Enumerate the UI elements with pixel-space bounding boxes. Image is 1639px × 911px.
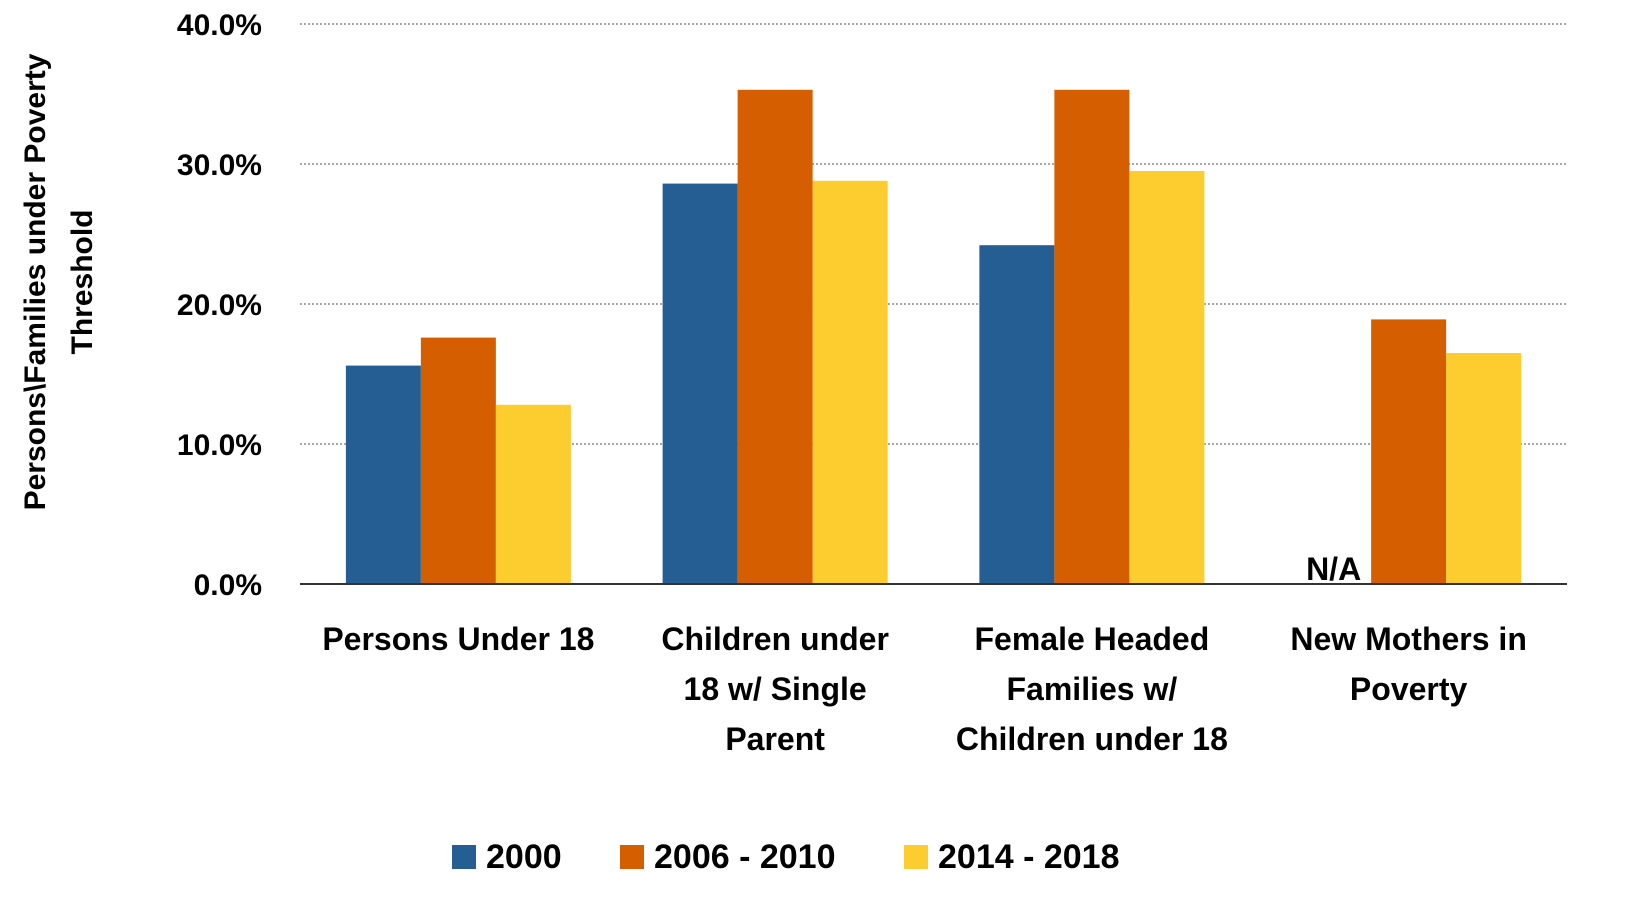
y-tick-label: 10.0% [177, 429, 262, 462]
bar-2014-2018-1 [812, 180, 888, 585]
bar-2006-2010-2 [1054, 89, 1130, 585]
y-tick-labels: 0.0% 10.0% 20.0% 30.0% 40.0% [177, 9, 262, 602]
annotations: N/A [1306, 551, 1361, 587]
x-category-label: Children under 18 [956, 721, 1228, 757]
bar-2014-2018-3 [1446, 353, 1522, 584]
x-category-label: New Mothers in [1290, 621, 1526, 657]
x-category-label: Persons Under 18 [322, 621, 594, 657]
legend-swatch [620, 845, 644, 869]
legend-label: 2000 [486, 838, 562, 876]
bars [345, 89, 1522, 585]
legend-label: 2006 - 2010 [654, 838, 836, 876]
y-tick-label: 40.0% [177, 9, 262, 42]
bar-2006-2010-0 [420, 337, 496, 584]
x-category-label: Parent [725, 721, 825, 757]
y-tick-label: 20.0% [177, 289, 262, 322]
bar-2000-0 [345, 365, 421, 584]
bar-2006-2010-1 [737, 89, 813, 585]
x-category-label: Children under [661, 621, 889, 657]
bar-2006-2010-3 [1371, 319, 1447, 584]
bar-2000-1 [662, 183, 738, 584]
y-tick-label: 0.0% [194, 569, 262, 602]
bar-2000-2 [979, 245, 1055, 584]
x-category-label: 18 w/ Single [684, 671, 867, 707]
x-category-label: Female Headed [974, 621, 1209, 657]
legend: 2000 2006 - 2010 2014 - 2018 [452, 838, 1120, 876]
bar-2014-2018-0 [495, 404, 571, 584]
y-axis-title: Persons\Families under Poverty Threshold [19, 53, 99, 510]
legend-label: 2014 - 2018 [938, 838, 1120, 876]
bar-2014-2018-2 [1129, 171, 1205, 584]
na-label: N/A [1306, 551, 1361, 587]
y-axis-title-line: Threshold [66, 209, 99, 354]
x-category-label: Poverty [1350, 671, 1468, 707]
y-axis-title-line: Persons\Families under Poverty [19, 53, 52, 510]
legend-swatch [452, 845, 476, 869]
x-category-labels: Persons Under 18 Children under 18 w/ Sing… [322, 621, 1527, 757]
legend-swatch [904, 845, 928, 869]
gridlines [300, 23, 1567, 445]
x-category-label: Families w/ [1007, 671, 1178, 707]
y-tick-label: 30.0% [177, 149, 262, 182]
